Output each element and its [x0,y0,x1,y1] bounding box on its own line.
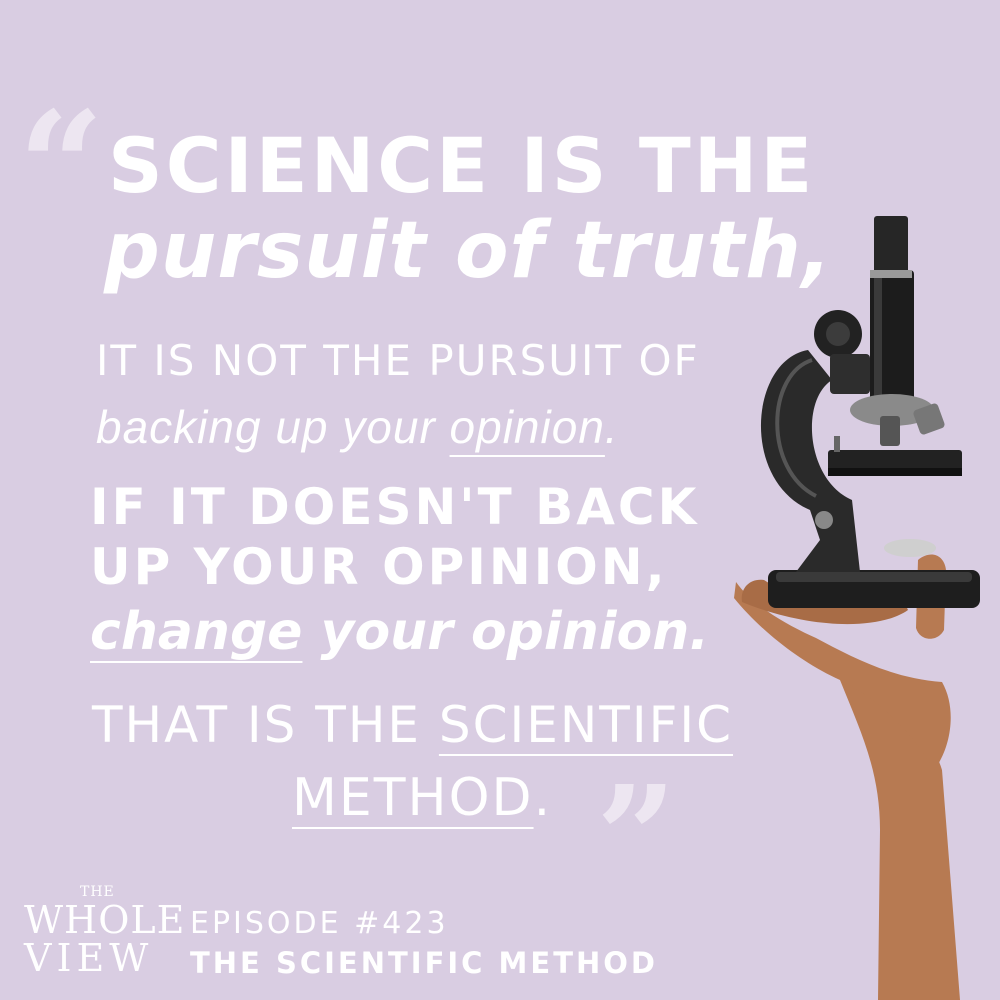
quote-line-7: change your opinion. [90,606,709,658]
quote-line-8: THAT IS THE SCIENTIFIC [92,700,733,750]
quote-line-7-suffix: your opinion. [302,602,710,662]
microscope-stage [828,450,962,472]
logo-whole-text: WHOLE [24,898,186,942]
logo-the-text: THE [80,884,115,900]
quote-line-8-prefix: THAT IS THE [92,696,439,754]
quote-line-7-underlined: change [90,602,303,662]
quote-line-6: UP YOUR OPINION, [90,538,668,596]
close-quote-mark: ” [596,756,677,920]
episode-title: THE SCIENTIFIC METHOD [190,946,658,980]
quote-line-9-suffix: . [533,768,553,828]
microscope-arm [760,350,860,572]
microscope-mirror [884,539,936,557]
quote-line-9-underlined: METHOD [292,768,534,828]
quote-line-9: METHOD. [292,772,552,824]
logo-view-text: VIEW [24,936,154,980]
quote-line-8-underlined: SCIENTIFIC [438,696,734,754]
quote-line-5: IF IT DOESN'T BACK [90,478,700,536]
episode-number: EPISODE #423 [190,906,449,941]
quote-line-4-suffix: . [604,401,619,453]
quote-line-3: IT IS NOT THE PURSUIT OF [96,336,700,385]
quote-line-2: pursuit of truth, [104,206,833,296]
quote-line-1: SCIENCE IS THE [108,121,816,210]
quote-line-4: backing up your opinion. [96,404,619,450]
microscope-eyepiece [874,216,908,278]
quote-line-4-underlined: opinion [449,401,605,453]
the-whole-view-logo: THE WHOLE VIEW [24,884,184,984]
open-quote-mark: “ [18,79,105,255]
objective-lens [913,403,945,435]
hand-holding-microscope-illustration [734,216,980,1000]
palm-shape [734,582,951,770]
quote-line-4-prefix: backing up your [96,401,450,453]
